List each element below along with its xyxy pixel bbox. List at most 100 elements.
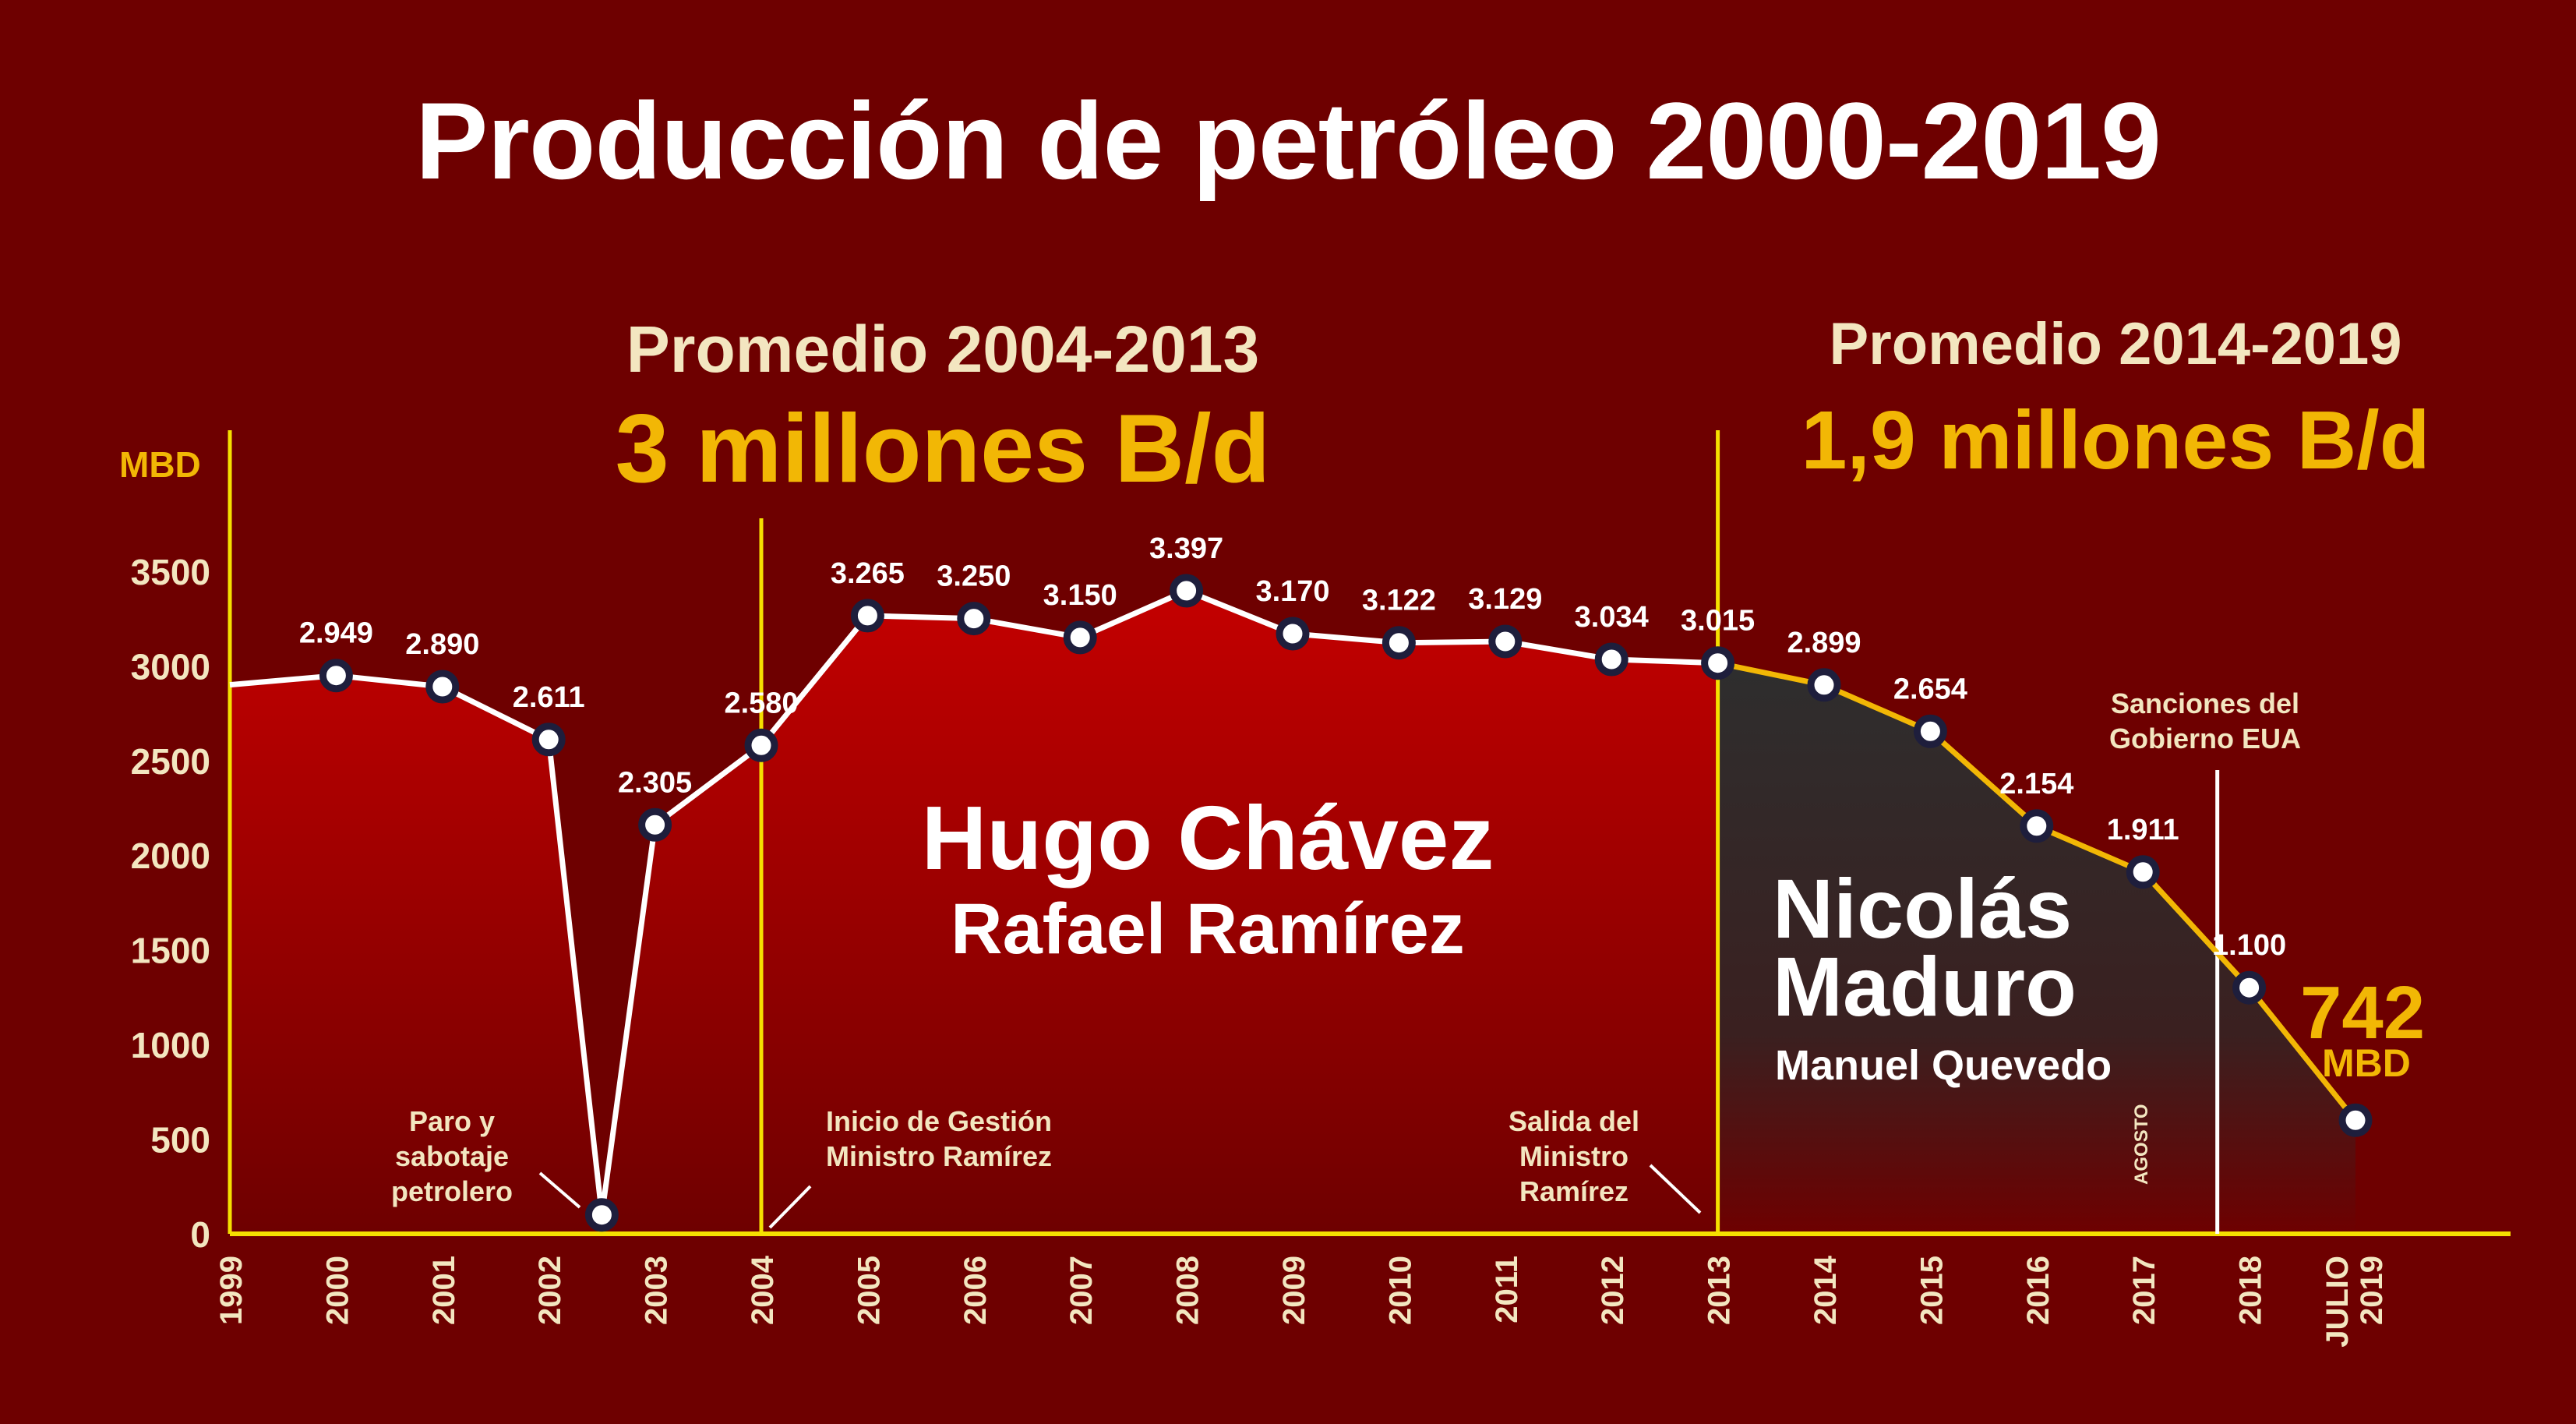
svg-text:2019: 2019 bbox=[2355, 1256, 2389, 1325]
data-label: 2.305 bbox=[618, 766, 692, 799]
x-tick-label: 2007 bbox=[1064, 1256, 1099, 1325]
data-label: 2.654 bbox=[1893, 673, 1967, 705]
pointer-paro bbox=[538, 1171, 581, 1209]
x-tick-label: 2012 bbox=[1596, 1256, 1630, 1325]
annotation-inicio-line2: Ministro Ramírez bbox=[825, 1140, 1053, 1172]
svg-text:2008: 2008 bbox=[1171, 1256, 1205, 1325]
x-tick-label: 2011 bbox=[1490, 1256, 1524, 1323]
data-label: 1.100 bbox=[2212, 929, 2286, 962]
data-label: 2.899 bbox=[1787, 627, 1861, 659]
svg-text:2011: 2011 bbox=[1490, 1256, 1524, 1323]
average-2014-2019-label: Promedio 2014-2019 bbox=[1829, 311, 2402, 377]
data-point bbox=[2126, 855, 2160, 889]
pointer-salida bbox=[1649, 1164, 1702, 1214]
average-2014-2019-value: 1,9 millones B/d bbox=[1801, 394, 2430, 486]
svg-text:2010: 2010 bbox=[1383, 1256, 1417, 1325]
annotation-salida-line2: Ministro bbox=[1519, 1140, 1629, 1172]
data-label: 3.015 bbox=[1681, 605, 1755, 638]
data-point bbox=[744, 728, 778, 762]
annotation-paro-line2: sabotaje bbox=[394, 1140, 510, 1172]
svg-text:2005: 2005 bbox=[852, 1256, 886, 1325]
final-unit: MBD bbox=[2322, 1041, 2411, 1085]
average-2004-2013-label: Promedio 2004-2013 bbox=[626, 313, 1260, 386]
data-label: 3.034 bbox=[1575, 601, 1649, 634]
data-point bbox=[1594, 642, 1629, 677]
annotation-salida-line1: Salida del bbox=[1508, 1105, 1640, 1137]
era-chavez-minister: Rafael Ramírez bbox=[951, 889, 1465, 969]
x-tick-label: 2015 bbox=[1914, 1256, 1949, 1325]
svg-text:2013: 2013 bbox=[1703, 1256, 1737, 1325]
svg-text:1999: 1999 bbox=[214, 1256, 249, 1325]
data-point bbox=[2338, 1103, 2373, 1137]
data-point bbox=[584, 1198, 619, 1232]
data-point bbox=[1488, 624, 1523, 659]
svg-text:2000: 2000 bbox=[320, 1256, 355, 1325]
data-point bbox=[319, 659, 353, 693]
svg-text:2009: 2009 bbox=[1277, 1256, 1311, 1325]
annotation-salida-line3: Ramírez bbox=[1519, 1175, 1629, 1207]
data-label: 3.397 bbox=[1149, 532, 1223, 565]
svg-text:2003: 2003 bbox=[640, 1256, 674, 1325]
era-maduro-name-line2: Maduro bbox=[1773, 939, 2077, 1034]
svg-text:2001: 2001 bbox=[427, 1256, 461, 1325]
x-tick-label: 2013 bbox=[1703, 1256, 1737, 1325]
svg-text:2016: 2016 bbox=[2021, 1256, 2056, 1325]
data-point bbox=[1807, 668, 1841, 702]
annotation-sanciones-line2: Gobierno EUA bbox=[2108, 723, 2301, 754]
y-tick-label: 1000 bbox=[131, 1025, 210, 1065]
x-tick-label: 2014 bbox=[1808, 1255, 1843, 1325]
x-tick-label: 2016 bbox=[2021, 1256, 2056, 1325]
x-tick-label: JULIO 2019 bbox=[2320, 1256, 2389, 1348]
area-chavez-era bbox=[230, 590, 1718, 1234]
x-tick-label: 2009 bbox=[1277, 1256, 1311, 1325]
y-tick-label: 3500 bbox=[131, 552, 210, 592]
final-value: 742 bbox=[2300, 971, 2426, 1055]
data-point bbox=[1913, 714, 1947, 748]
data-label: 3.265 bbox=[831, 557, 905, 590]
x-tick-label: 2010 bbox=[1383, 1256, 1417, 1325]
data-label: 3.170 bbox=[1255, 575, 1329, 608]
data-point bbox=[2020, 809, 2054, 843]
svg-text:2007: 2007 bbox=[1064, 1256, 1099, 1325]
era-maduro-minister: Manuel Quevedo bbox=[1775, 1042, 2112, 1089]
era-chavez-name: Hugo Chávez bbox=[921, 787, 1494, 889]
data-label: 2.949 bbox=[299, 617, 373, 650]
data-point bbox=[1063, 620, 1097, 655]
area-maduro-era bbox=[1717, 663, 2355, 1234]
y-axis-label: MBD bbox=[119, 444, 201, 485]
data-point bbox=[531, 723, 566, 757]
svg-text:2018: 2018 bbox=[2234, 1256, 2268, 1325]
annotation-agosto: AGOSTO bbox=[2131, 1104, 2152, 1185]
data-point bbox=[638, 807, 672, 842]
svg-text:2014: 2014 bbox=[1808, 1255, 1843, 1325]
data-label: 2.611 bbox=[513, 681, 585, 714]
x-tick-label: 2008 bbox=[1171, 1256, 1205, 1325]
data-label: 2.890 bbox=[405, 628, 479, 661]
data-point bbox=[957, 602, 991, 636]
y-tick-label: 1500 bbox=[131, 931, 210, 971]
y-tick-label: 2000 bbox=[131, 836, 210, 876]
data-point bbox=[1701, 646, 1735, 680]
annotation-sanciones-line1: Sanciones del bbox=[2110, 687, 2300, 719]
pointer-inicio bbox=[768, 1185, 812, 1229]
annotation-inicio-line1: Inicio de Gestión bbox=[825, 1105, 1053, 1137]
series-line-chavez bbox=[229, 588, 1718, 1218]
svg-text:2017: 2017 bbox=[2127, 1256, 2161, 1325]
data-label: 1.911 bbox=[2107, 814, 2179, 846]
x-tick-label: 2017 bbox=[2127, 1256, 2161, 1325]
data-label: 3.150 bbox=[1043, 579, 1117, 612]
era-maduro-name-line1: Nicolás bbox=[1773, 861, 2073, 956]
x-tick-label: 2005 bbox=[852, 1256, 886, 1325]
data-point bbox=[2232, 970, 2267, 1005]
svg-text:JULIO: JULIO bbox=[2320, 1256, 2355, 1348]
x-tick-label: 2006 bbox=[958, 1256, 993, 1325]
data-point bbox=[850, 599, 884, 633]
chart-title: Producción de petróleo 2000-2019 bbox=[415, 80, 2161, 202]
svg-text:2012: 2012 bbox=[1596, 1256, 1630, 1325]
data-point bbox=[1276, 617, 1310, 651]
x-tick-label: 1999 bbox=[214, 1256, 249, 1325]
data-label: 3.250 bbox=[937, 560, 1011, 593]
svg-text:2015: 2015 bbox=[1914, 1256, 1949, 1325]
